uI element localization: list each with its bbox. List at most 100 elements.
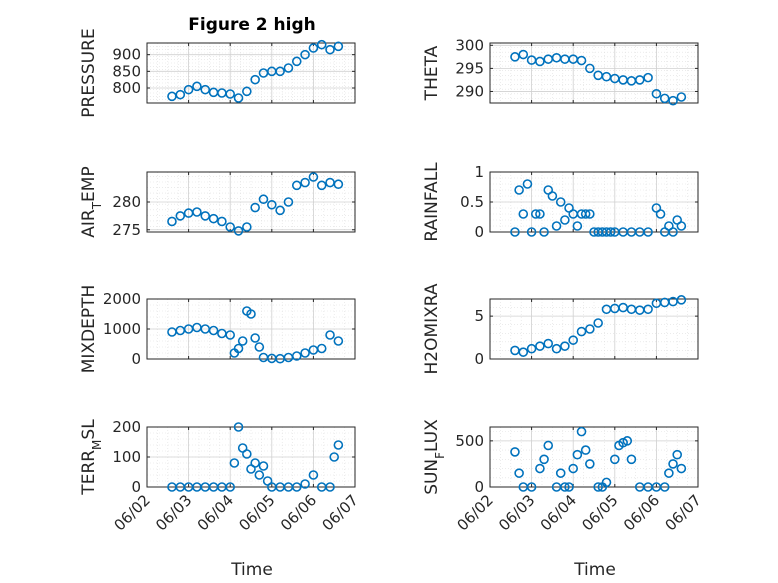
y-tick-label: 275	[112, 221, 141, 239]
y-tick-label: 1	[474, 163, 484, 181]
data-point	[568, 335, 579, 345]
data-point	[555, 468, 566, 478]
y-tick-label: 800	[112, 79, 141, 97]
x-tick-label: 06/05	[578, 491, 621, 534]
data-point	[225, 330, 235, 340]
data-point	[254, 342, 265, 352]
data-point	[659, 93, 670, 104]
axes-box	[146, 42, 356, 104]
y-tick-label: 500	[455, 432, 484, 450]
data-point	[555, 197, 566, 207]
data-point	[580, 209, 591, 219]
y-axis-label: PRESSURE	[79, 28, 99, 117]
data-point	[643, 72, 653, 83]
data-point	[308, 43, 319, 53]
data-point	[668, 227, 678, 237]
data-point	[668, 459, 678, 469]
data-point	[175, 211, 186, 221]
data-point	[572, 449, 583, 460]
data-point	[585, 459, 595, 469]
data-point	[510, 227, 520, 237]
data-point	[643, 227, 653, 237]
x-tick-label: 06/07	[662, 491, 705, 534]
x-axis-label-left: Time	[230, 560, 273, 580]
y-tick-label: 295	[455, 59, 484, 77]
data-point	[275, 66, 285, 77]
y-tick-label: 100	[112, 448, 141, 466]
data-point	[659, 297, 670, 308]
x-tick-label: 06/02	[111, 491, 154, 534]
data-point	[208, 213, 219, 224]
data-point	[275, 205, 285, 216]
data-point	[551, 343, 562, 354]
data-point	[526, 482, 537, 492]
data-point	[329, 452, 340, 462]
axes-box	[489, 298, 699, 360]
data-point	[510, 52, 520, 62]
data-point	[585, 63, 595, 74]
data-point	[237, 336, 248, 346]
y-tick-label: 5	[474, 307, 484, 325]
data-point	[634, 305, 645, 315]
data-point	[514, 468, 524, 478]
y-tick-label: 280	[112, 193, 141, 211]
data-point	[175, 325, 186, 336]
data-point	[233, 93, 244, 103]
data-point	[659, 482, 670, 492]
y-axis-label: SUNFLUX	[422, 419, 447, 495]
data-point	[535, 463, 545, 474]
data-point	[175, 89, 186, 100]
y-tick-label: 0	[131, 350, 141, 368]
x-tick-label: 06/04	[537, 491, 580, 534]
data-point	[333, 336, 344, 346]
y-tick-label: 1000	[103, 320, 141, 338]
x-tick-label: 06/03	[152, 491, 195, 534]
data-point	[601, 304, 612, 315]
data-point	[208, 325, 219, 336]
subplot-terr-msl: 0 100 200 TERRMSL 06/0206/0306/0406/0506/060…	[79, 418, 362, 534]
data-point	[634, 75, 645, 85]
data-point	[242, 222, 252, 232]
figure-title: Figure 2 high	[188, 15, 316, 35]
data-point	[676, 92, 687, 102]
data-point	[514, 185, 524, 195]
data-point	[676, 295, 687, 305]
y-axis-label: AIRTEMP	[79, 166, 104, 237]
data-point	[283, 352, 294, 363]
data-point	[183, 84, 194, 95]
data-point	[626, 76, 637, 86]
data-point	[258, 352, 269, 363]
data-point	[609, 454, 620, 465]
data-point	[543, 338, 554, 349]
data-point	[225, 482, 235, 492]
y-tick-label: 200	[112, 418, 141, 436]
x-tick-label: 06/05	[235, 491, 278, 534]
data-point	[664, 468, 674, 478]
y-tick-label: 0	[474, 223, 484, 241]
data-point	[225, 89, 235, 99]
y-tick-label: 2000	[103, 290, 141, 308]
x-tick-label: 06/07	[319, 491, 362, 534]
subplot-sun-flux: 0 500 SUNFLUX 06/0206/0306/0406/0506/0606/0…	[422, 419, 705, 535]
data-point	[672, 449, 683, 460]
y-tick-label: 0.5	[460, 193, 484, 211]
y-axis-label: THETA	[422, 45, 442, 101]
data-point	[643, 304, 653, 315]
data-point	[250, 74, 260, 85]
data-point	[543, 54, 554, 64]
data-point	[233, 226, 244, 236]
y-tick-label: 900	[112, 46, 141, 64]
data-point	[250, 202, 260, 213]
data-point	[593, 482, 603, 492]
x-tick-label: 06/02	[454, 491, 497, 534]
data-point	[233, 422, 244, 432]
data-point	[333, 41, 344, 52]
data-point	[300, 348, 310, 358]
data-point	[560, 54, 570, 64]
data-point	[576, 55, 587, 66]
data-point	[526, 227, 537, 237]
data-point	[560, 482, 570, 492]
data-point	[258, 194, 269, 205]
y-tick-label: 290	[455, 82, 484, 100]
